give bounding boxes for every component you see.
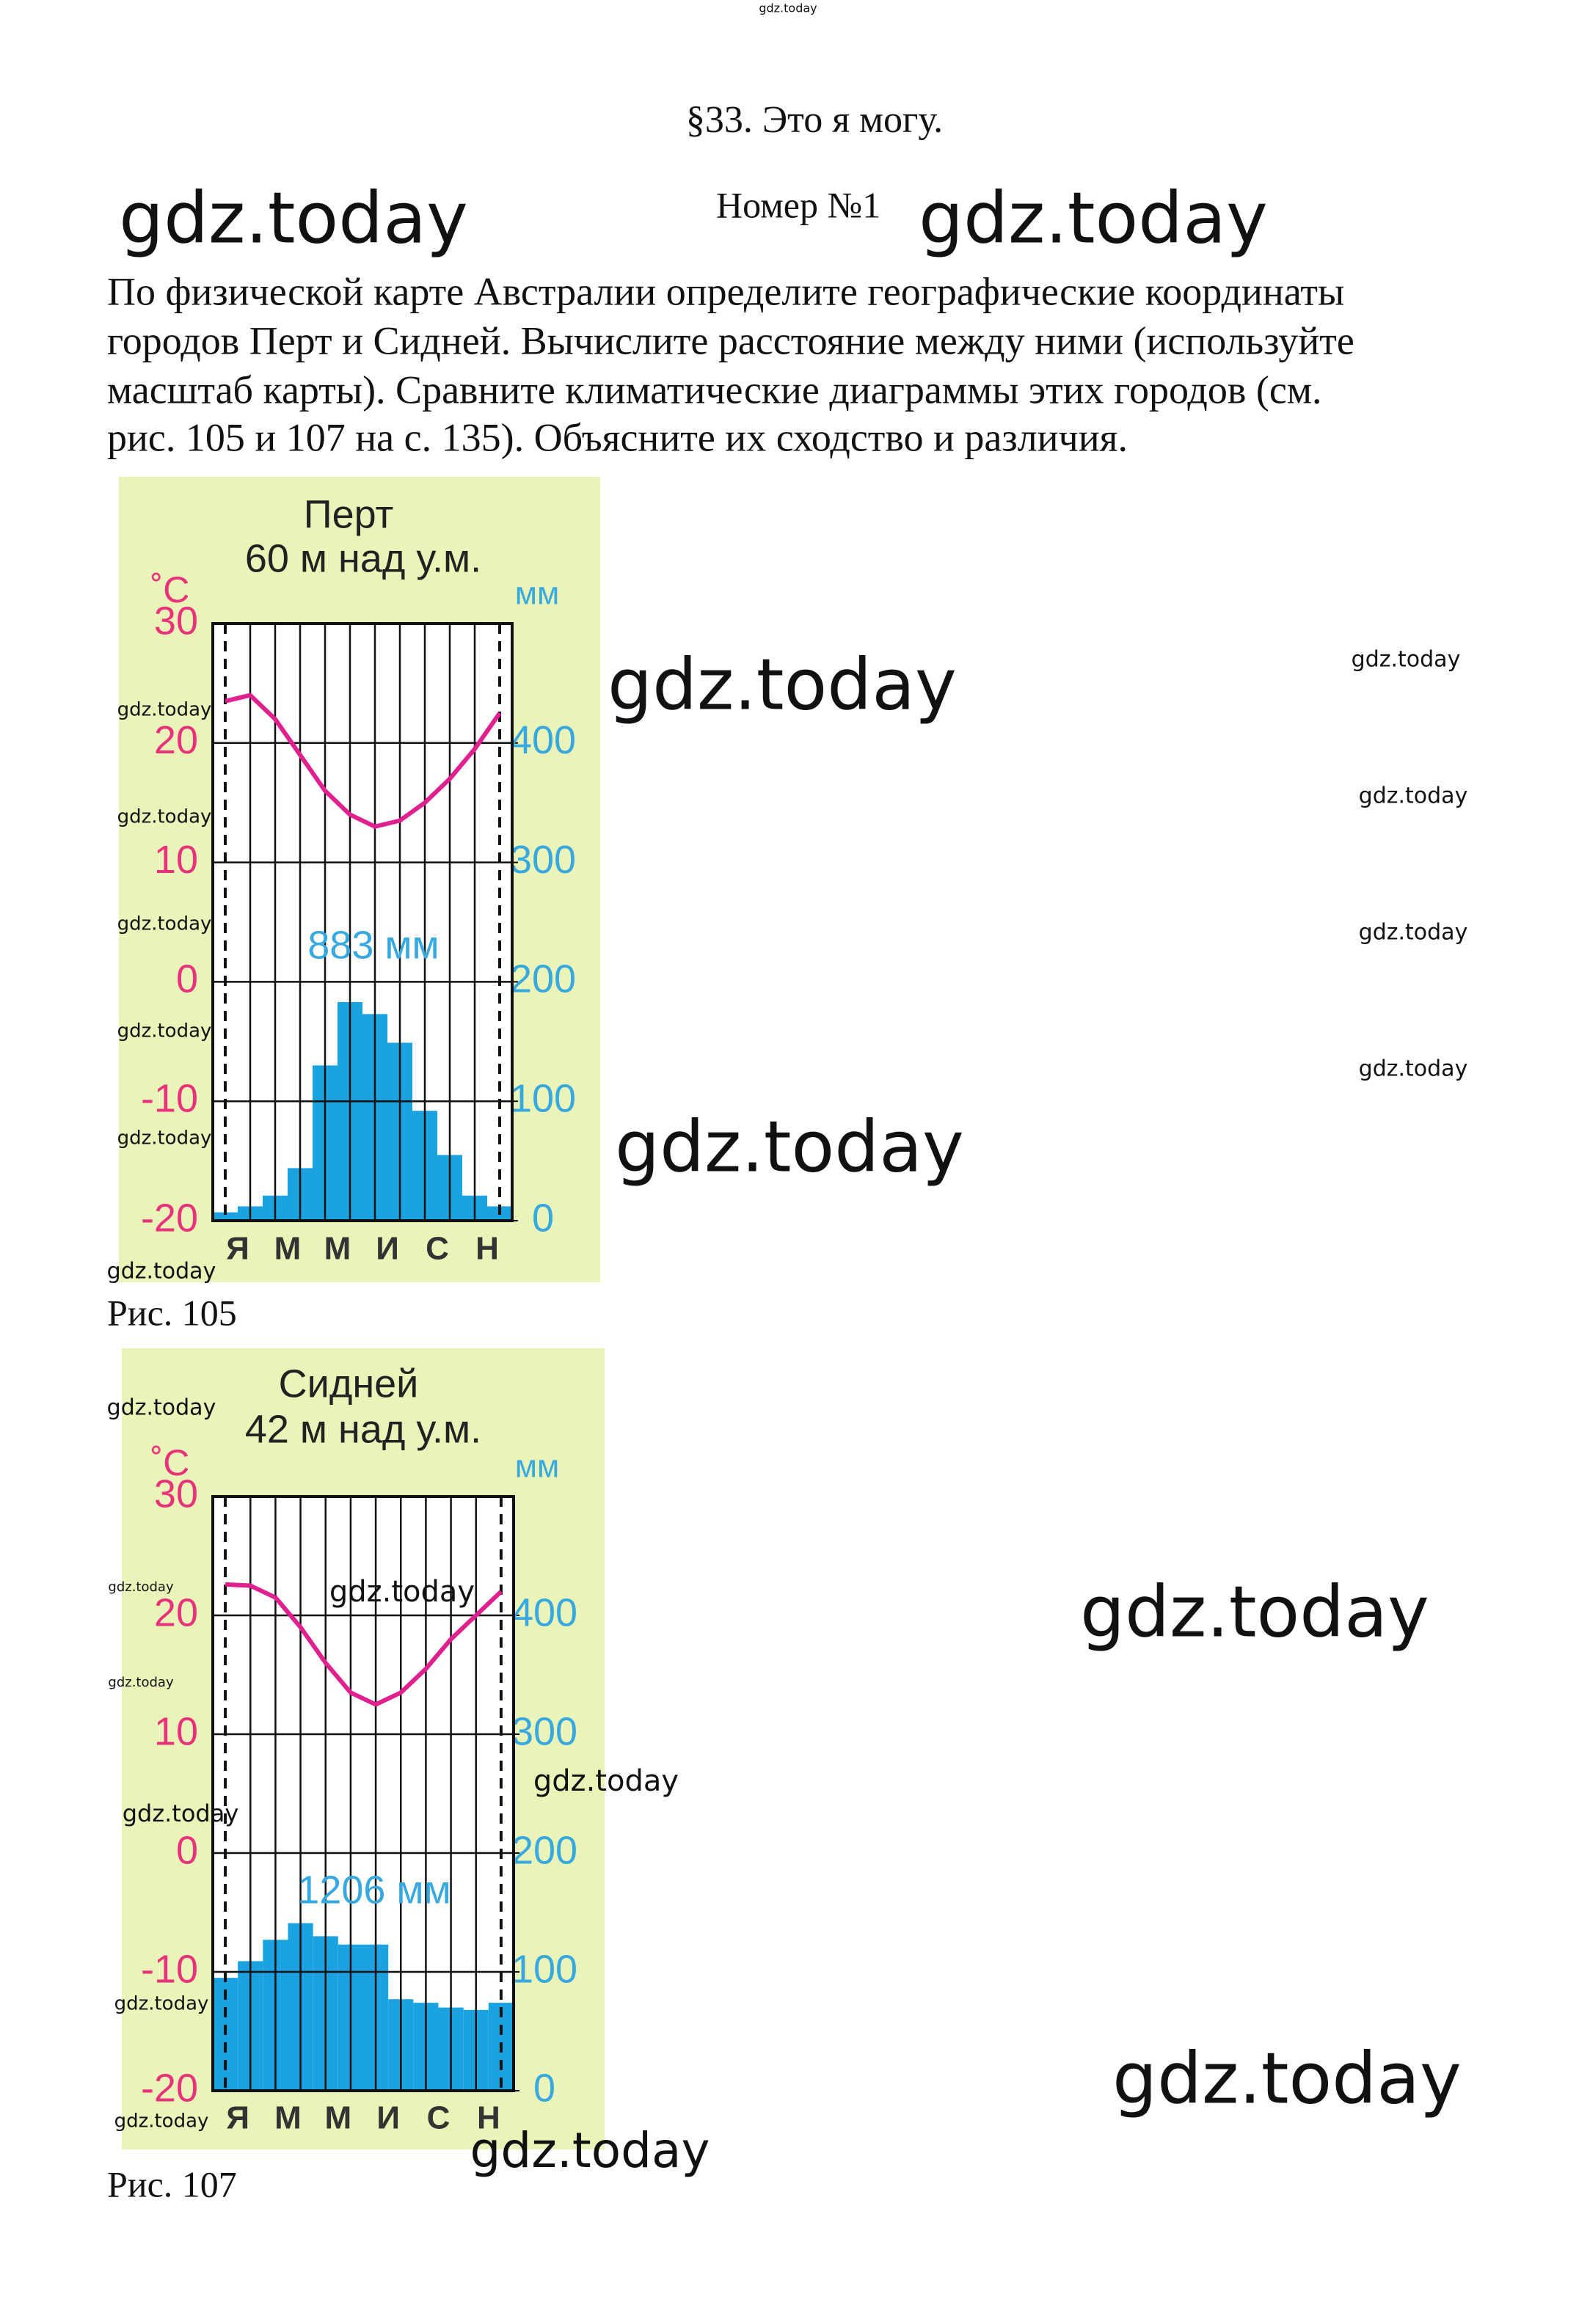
watermark: gdz.today [615, 1106, 964, 1188]
watermark: gdz.today [1359, 1056, 1468, 1082]
watermark: gdz.today [107, 1395, 216, 1421]
x-tick-label: Н [477, 2100, 500, 2136]
y-tick-label: 30 [154, 1472, 198, 1516]
x-tick-label: М [324, 1231, 351, 1267]
y2-tick-label: 200 [510, 957, 576, 1001]
paragraph-line: По физической карте Австралии определите… [107, 269, 1344, 313]
y-tick-label: 30 [154, 599, 198, 643]
total-annotation: 883 мм [307, 923, 439, 967]
y2-tick-label: 300 [510, 838, 576, 882]
watermark: gdz.today [114, 2111, 209, 2133]
y2-unit: мм [515, 1449, 560, 1485]
watermark: gdz.today [1359, 920, 1468, 946]
x-tick-label: Н [475, 1231, 499, 1267]
watermark: gdz.today [533, 1764, 679, 1798]
y2-tick-label: 400 [511, 1590, 577, 1634]
y2-tick-label: 0 [532, 1196, 554, 1240]
y2-tick-label: 400 [510, 718, 576, 762]
y-tick-label: -10 [141, 1947, 198, 1991]
figure-caption: Рис. 107 [107, 2163, 237, 2204]
y-tick-label: 10 [154, 838, 198, 882]
paragraph-line: рис. 105 и 107 на с. 135). Объясните их … [107, 415, 1128, 459]
y-tick-label: 20 [154, 718, 198, 762]
x-tick-label: С [427, 2100, 451, 2136]
y-tick-label: 0 [176, 1828, 198, 1872]
y2-unit: мм [515, 576, 560, 612]
section-heading: §33. Это я могу. [686, 99, 943, 141]
precipitation-bar [213, 1212, 238, 1221]
watermark: gdz.today [470, 2122, 710, 2179]
y-tick-label: -20 [141, 1196, 198, 1240]
y2-tick-label: 100 [511, 1947, 577, 1991]
watermark: gdz.today [117, 806, 212, 828]
watermark: gdz.today [123, 1799, 239, 1827]
temperature-line [225, 1582, 503, 1707]
total-annotation: 1206 мм [297, 1868, 451, 1912]
y2-tick-label: 0 [533, 2066, 555, 2110]
watermark: gdz.today [1112, 2037, 1462, 2119]
x-tick-label: М [274, 1231, 302, 1267]
y2-tick-label: 100 [510, 1076, 576, 1120]
x-tick-label: М [325, 2100, 352, 2136]
watermark: gdz.today [117, 913, 212, 935]
watermark: gdz.today [107, 1259, 216, 1285]
chart-subtitle: 60 м над у.м. [245, 536, 481, 580]
y-tick-label: -20 [141, 2066, 198, 2110]
y-tick-label: 20 [154, 1590, 198, 1634]
x-tick-label: И [376, 1231, 399, 1267]
watermark: gdz.today [108, 1579, 174, 1595]
watermark: gdz.today [119, 177, 468, 259]
x-tick-label: С [426, 1231, 449, 1267]
watermark: gdz.today [1359, 783, 1468, 809]
y2-tick-label: 200 [511, 1828, 577, 1872]
watermark: gdz.today [1352, 647, 1461, 673]
x-tick-label: М [274, 2100, 302, 2136]
paragraph-line: масштаб карты). Сравните климатические д… [107, 368, 1322, 412]
figure-caption: Рис. 105 [107, 1292, 237, 1333]
watermark: gdz.today [329, 1575, 475, 1609]
y-unit: ˚C [151, 1442, 190, 1483]
x-tick-label: Я [226, 2100, 249, 2136]
watermark: gdz.today [117, 1128, 212, 1150]
watermark: gdz.today [117, 699, 212, 721]
watermark: gdz.today [117, 1020, 212, 1042]
chart-title: Перт [304, 492, 393, 536]
chart-title: Сидней [279, 1362, 419, 1406]
watermark: gdz.today [114, 1993, 209, 2015]
task-number: Номер №1 [716, 184, 880, 225]
watermark: gdz.today [608, 643, 957, 726]
plot-frame [211, 1495, 515, 2092]
paragraph-line: городов Перт и Сидней. Вычислите расстоя… [107, 318, 1354, 362]
y-tick-label: 10 [154, 1709, 198, 1753]
y2-tick-label: 300 [511, 1709, 577, 1753]
watermark: gdz.today [108, 1675, 174, 1690]
watermark: gdz.today [759, 1, 817, 15]
x-tick-label: И [376, 2100, 400, 2136]
y-unit: ˚C [151, 569, 190, 610]
x-tick-label: Я [226, 1231, 249, 1267]
y-tick-label: -10 [141, 1076, 198, 1120]
watermark: gdz.today [919, 177, 1268, 259]
y-tick-label: 0 [176, 957, 198, 1001]
temperature-line [225, 693, 502, 829]
chart-subtitle: 42 м над у.м. [245, 1407, 481, 1451]
plot-frame [211, 622, 514, 1222]
watermark: gdz.today [1080, 1571, 1429, 1653]
